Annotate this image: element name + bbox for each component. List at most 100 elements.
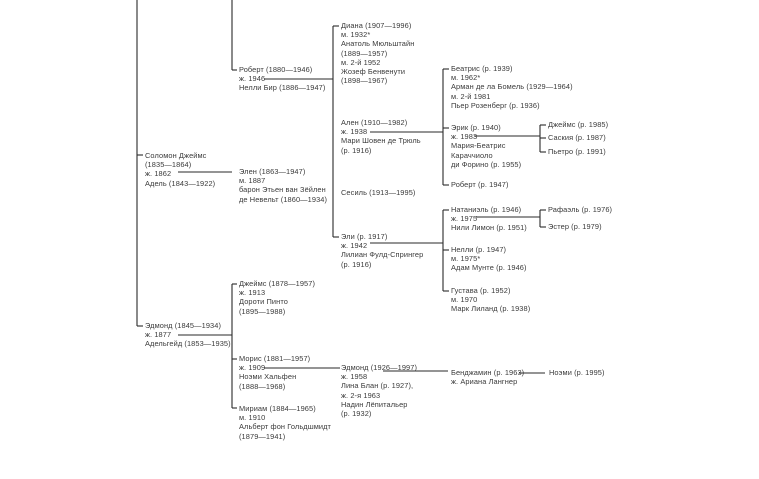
person-gustave: Густава (р. 1952) м. 1970 Марк Лиланд (р. … — [451, 286, 530, 314]
person-text-line: Ален (1910—1982) — [341, 118, 408, 127]
person-text-line: Элен (1863—1947) — [239, 167, 306, 176]
person-text-line: Эли (р. 1917) — [341, 232, 388, 241]
person-text-line: (р. 1932) — [341, 409, 372, 419]
person-text-line: ж. 1862 — [145, 169, 172, 179]
person-text-line: Нелли Бир (1886—1947) — [239, 83, 326, 93]
person-pietro: Пьетро (р. 1991) — [548, 147, 606, 156]
person-nathaniel: Натаниэль (р. 1946) ж. 1975 Нили Лимон (р.… — [451, 205, 527, 233]
person-text-line: Соломон Джеймс — [145, 151, 207, 160]
person-text-line: (1879—1941) — [239, 431, 286, 441]
person-edmond1845: Эдмонд (1845—1934) ж. 1877 Адельгейд (1853… — [145, 321, 231, 349]
person-ester: Эстер (р. 1979) — [548, 222, 602, 231]
person-text-line: Адельгейд (1853—1935) — [145, 339, 231, 349]
person-text-line: ж. 1938 — [341, 127, 368, 137]
person-text-line: Ноэми Хальфен — [239, 372, 297, 382]
person-james1878: Джеймс (1878—1957) ж. 1913 Дороти Пинто (18… — [239, 279, 315, 316]
person-text-line: Беатрис (р. 1939) — [451, 64, 513, 73]
person-saskia: Саския (р. 1987) — [548, 133, 606, 142]
person-text-line: Пьетро (р. 1991) — [548, 147, 606, 156]
person-text-line: м. 1962* — [451, 73, 481, 83]
person-text-line: (1889—1957) — [341, 48, 388, 58]
person-text-line: Мари Шовен де Трюль — [341, 136, 421, 146]
person-text-line: Нили Лимон (р. 1951) — [451, 223, 527, 233]
person-miriam: Мириам (1884—1965) м. 1910 Альберт фон Гол… — [239, 404, 331, 441]
person-text-line: Морис (1881—1957) — [239, 354, 311, 363]
person-text-line: Диана (1907—1996) — [341, 21, 412, 30]
person-text-line: Саския (р. 1987) — [548, 133, 606, 142]
person-text-line: Рафаэль (р. 1976) — [548, 205, 613, 214]
person-text-line: ж. 1913 — [239, 288, 266, 298]
person-diana: Диана (1907—1996) м. 1932* Анатоль Мюльшта… — [341, 21, 414, 85]
person-text-line: Джеймс (1878—1957) — [239, 279, 316, 288]
person-robert1880: Роберт (1880—1946) ж. 1946 Нелли Бир (1886… — [239, 65, 325, 93]
person-text-line: Роберт (р. 1947) — [451, 180, 509, 189]
person-text-line: (1835—1864) — [145, 160, 192, 170]
person-text-line: Мириам (1884—1965) — [239, 404, 316, 413]
person-text-line: Эдмонд (1845—1934) — [145, 321, 222, 330]
person-nelly: Нелли (р. 1947) м. 1975* Адам Мунте (р. 19… — [451, 245, 527, 273]
person-text-line: Анатоль Мюльштайн — [341, 39, 415, 49]
person-text-line: Мария-Беатрис — [451, 141, 506, 151]
person-cecile: Сесиль (1913—1995) — [341, 188, 415, 197]
person-text-line: ж. 1942 — [341, 241, 368, 251]
person-edmond1926: Эдмонд (1926—1997) ж. 1958 Лина Блан (р. 1… — [341, 363, 417, 418]
person-text-line: м. 2-й 1981 — [451, 91, 491, 101]
person-text-line: Роберт (1880—1946) — [239, 65, 313, 74]
person-text-line: (р. 1916) — [341, 145, 372, 155]
person-text-line: Эстер (р. 1979) — [548, 222, 602, 231]
person-text-line: Эдмонд (1926—1997) — [341, 363, 418, 372]
person-text-line: ж. 1958 — [341, 372, 368, 382]
connector-lines — [136, 0, 546, 409]
person-text-line: Надин Лёпитальер — [341, 399, 408, 409]
person-text-line: Джеймс (р. 1985) — [548, 120, 609, 129]
person-text-line: (1895—1988) — [239, 306, 286, 316]
person-text-line: Адам Мунте (р. 1946) — [451, 263, 527, 273]
person-text-line: ж. 1877 — [145, 330, 172, 340]
person-text-line: Жозеф Бенвенути — [341, 67, 406, 77]
person-text-line: Лилиан Фулд-Спрингер — [341, 250, 424, 260]
person-text-line: Караччиоло — [451, 150, 493, 160]
person-text-line: Лина Блан (р. 1927), — [341, 381, 414, 391]
person-text-line: м. 1910 — [239, 413, 266, 423]
person-text-line: Натаниэль (р. 1946) — [451, 205, 522, 214]
person-raphael: Рафаэль (р. 1976) — [548, 205, 612, 214]
person-solomon: Соломон Джеймс (1835—1864) ж. 1862 Адель (1… — [145, 151, 215, 188]
person-text-line: м. 1970 — [451, 295, 478, 305]
person-text-line: Нелли (р. 1947) — [451, 245, 507, 254]
person-james1985: Джеймс (р. 1985) — [548, 120, 608, 129]
person-text-line: барон Этьен ван Зёйлен — [239, 185, 326, 195]
person-benjamin: Бенджамин (р. 1963) ж. Ариана Лангнер — [451, 368, 524, 386]
person-text-line: Марк Лиланд (р. 1938) — [451, 304, 531, 314]
person-text-line: (р. 1916) — [341, 259, 372, 269]
person-text-line: ж. 1983 — [451, 132, 478, 142]
person-robert1947: Роберт (р. 1947) — [451, 180, 509, 189]
person-text-line: ж. 1909 — [239, 363, 266, 373]
person-text-line: ж. Ариана Лангнер — [451, 377, 518, 387]
person-text-line: м. 1975* — [451, 254, 481, 264]
person-ellen: Элен (1863—1947) м. 1887 барон Этьен ван З… — [239, 167, 327, 204]
person-beatrice: Беатрис (р. 1939) м. 1962* Арман де ла Бом… — [451, 64, 573, 110]
person-text-line: Арман де ла Бомель (1929—1964) — [451, 82, 573, 92]
person-text-line: Пьер Розенберг (р. 1936) — [451, 100, 540, 110]
person-alain: Ален (1910—1982) ж. 1938 Мари Шовен де Трю… — [341, 118, 421, 155]
person-text-line: ж. 1975 — [451, 214, 478, 224]
person-text-line: де Невельт (1860—1934) — [239, 194, 328, 204]
person-text-line: Альберт фон Гольдшмидт — [239, 422, 332, 432]
person-text-line: ж. 1946 — [239, 74, 266, 84]
person-text-line: Густава (р. 1952) — [451, 286, 511, 295]
person-text-line: (1898—1967) — [341, 76, 388, 86]
person-maurice: Морис (1881—1957) ж. 1909 Ноэми Хальфен (18… — [239, 354, 310, 391]
person-noemi: Ноэми (р. 1995) — [549, 368, 605, 377]
person-eric: Эрик (р. 1940) ж. 1983 Мария-Беатрис Карачч… — [451, 123, 521, 169]
person-text-line: Бенджамин (р. 1963) — [451, 368, 525, 377]
person-text-line: ди Форино (р. 1955) — [451, 159, 522, 169]
person-text-line: Эрик (р. 1940) — [451, 123, 501, 132]
person-text-line: (1888—1968) — [239, 381, 286, 391]
person-text-line: Дороти Пинто — [239, 297, 288, 307]
person-text-line: м. 1932* — [341, 30, 371, 40]
person-eli: Эли (р. 1917) ж. 1942 Лилиан Фулд-Спрингер… — [341, 232, 423, 269]
person-text-line: Ноэми (р. 1995) — [549, 368, 605, 377]
person-text-line: м. 2-й 1952 — [341, 57, 381, 67]
person-text-line: Сесиль (1913—1995) — [341, 188, 416, 197]
